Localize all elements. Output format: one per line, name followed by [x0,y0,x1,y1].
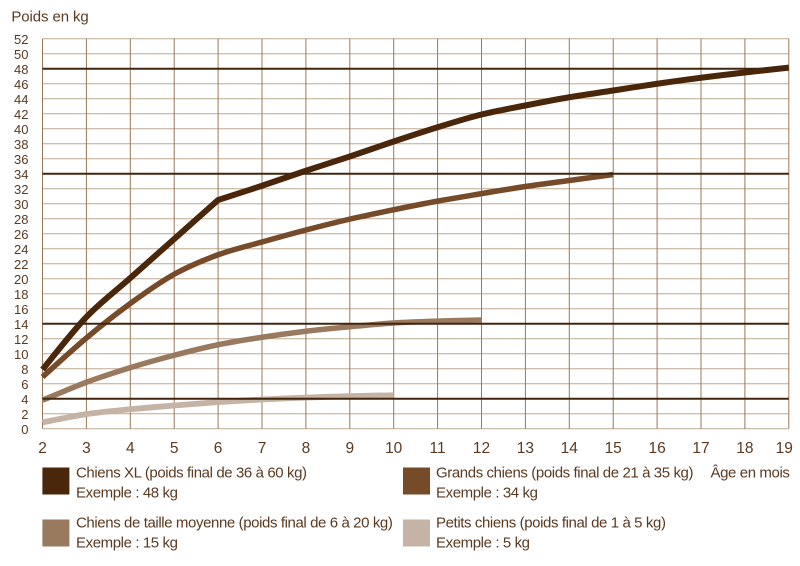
svg-text:32: 32 [14,182,28,197]
svg-text:20: 20 [14,272,28,287]
svg-text:Chiens XL (poids final de 36 à: Chiens XL (poids final de 36 à 60 kg) [76,465,307,482]
svg-text:Âge en mois: Âge en mois [711,465,790,482]
svg-text:4: 4 [21,392,28,407]
svg-text:38: 38 [14,137,28,152]
svg-text:14: 14 [561,440,579,457]
svg-text:24: 24 [14,242,28,257]
svg-text:16: 16 [14,302,28,317]
svg-text:22: 22 [14,257,28,272]
svg-text:6: 6 [21,377,28,392]
svg-text:18: 18 [736,440,753,457]
svg-text:5: 5 [170,440,179,457]
svg-text:Exemple : 5 kg: Exemple : 5 kg [436,535,530,552]
svg-text:4: 4 [126,440,135,457]
svg-text:10: 10 [14,347,28,362]
svg-text:19: 19 [776,440,793,457]
svg-text:8: 8 [21,362,28,377]
svg-text:14: 14 [14,317,28,332]
svg-text:13: 13 [517,440,534,457]
svg-text:9: 9 [345,440,354,457]
svg-text:Petits chiens (poids final de: Petits chiens (poids final de 1 à 5 kg) [436,515,666,532]
svg-text:8: 8 [302,440,311,457]
svg-text:28: 28 [14,212,28,227]
svg-text:50: 50 [14,47,28,62]
svg-text:26: 26 [14,227,28,242]
svg-text:11: 11 [430,440,446,457]
svg-text:Grands chiens (poids final de: Grands chiens (poids final de 21 à 35 kg… [436,465,693,482]
svg-text:36: 36 [14,152,28,167]
svg-text:12: 12 [14,332,28,347]
svg-text:Exemple : 15 kg: Exemple : 15 kg [76,535,178,552]
svg-text:12: 12 [473,440,490,457]
svg-text:2: 2 [21,407,28,422]
svg-text:Exemple : 48 kg: Exemple : 48 kg [76,485,178,502]
svg-text:30: 30 [14,197,28,212]
svg-text:10: 10 [385,440,403,457]
svg-text:52: 52 [14,32,28,47]
svg-text:16: 16 [648,440,665,457]
svg-text:Exemple : 34 kg: Exemple : 34 kg [436,485,538,502]
svg-text:46: 46 [14,77,28,92]
svg-text:Poids en kg: Poids en kg [11,9,88,26]
svg-text:42: 42 [14,107,28,122]
svg-text:Chiens de taille moyenne (poid: Chiens de taille moyenne (poids final de… [76,515,393,532]
svg-text:6: 6 [214,440,223,457]
svg-text:7: 7 [258,440,267,457]
svg-text:40: 40 [14,122,28,137]
svg-text:18: 18 [14,287,28,302]
svg-text:2: 2 [38,440,47,457]
svg-text:17: 17 [692,440,709,457]
svg-text:34: 34 [14,167,28,182]
svg-text:3: 3 [82,440,91,457]
svg-text:15: 15 [605,440,622,457]
svg-text:48: 48 [14,62,28,77]
svg-text:0: 0 [21,422,28,437]
svg-text:44: 44 [14,92,28,107]
